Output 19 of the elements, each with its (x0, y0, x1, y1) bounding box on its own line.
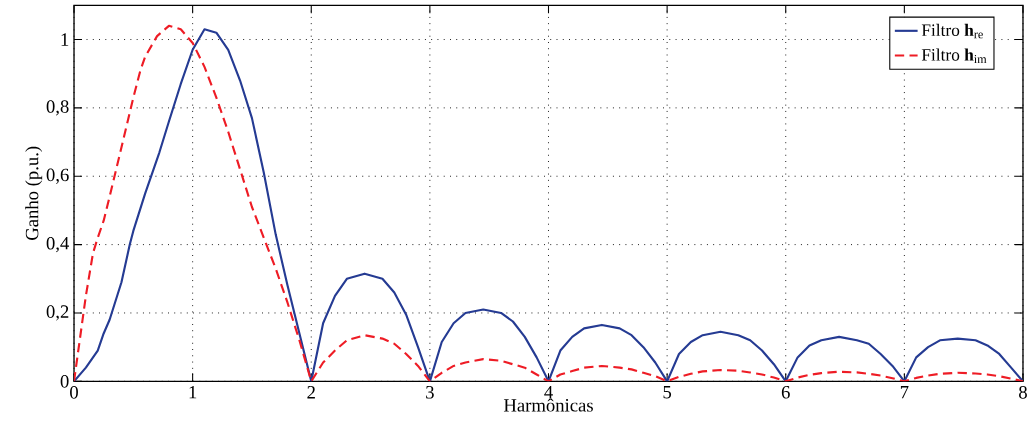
y-tick-label: 0 (60, 375, 69, 388)
y-tick-label: 0,4 (46, 236, 70, 253)
x-tick-label: 7 (900, 386, 909, 399)
y-tick-label: 0,2 (46, 305, 69, 321)
x-tick-label: 5 (663, 386, 672, 399)
y-tick-label: 1 (61, 33, 69, 46)
x-tick-label: 4 (544, 386, 553, 399)
x-tick-label: 2 (307, 386, 315, 399)
x-tick-label: 1 (189, 386, 197, 399)
x-tick-label: 0 (70, 386, 78, 399)
x-tick-label: 8 (1019, 386, 1027, 399)
x-tick-label: 6 (781, 386, 790, 399)
x-axis-title: Harmônicas (503, 398, 593, 412)
y-tick-label: 0,6 (46, 168, 69, 184)
y-tick-label: 0,8 (46, 100, 69, 116)
y-axis-title: Ganho (p.u.) (25, 146, 43, 240)
x-tick-label: 3 (426, 386, 434, 399)
legend-label: Filtro h$_{re}$ (921, 23, 983, 39)
legend-label: Filtro h$_{im}$ (921, 48, 987, 64)
